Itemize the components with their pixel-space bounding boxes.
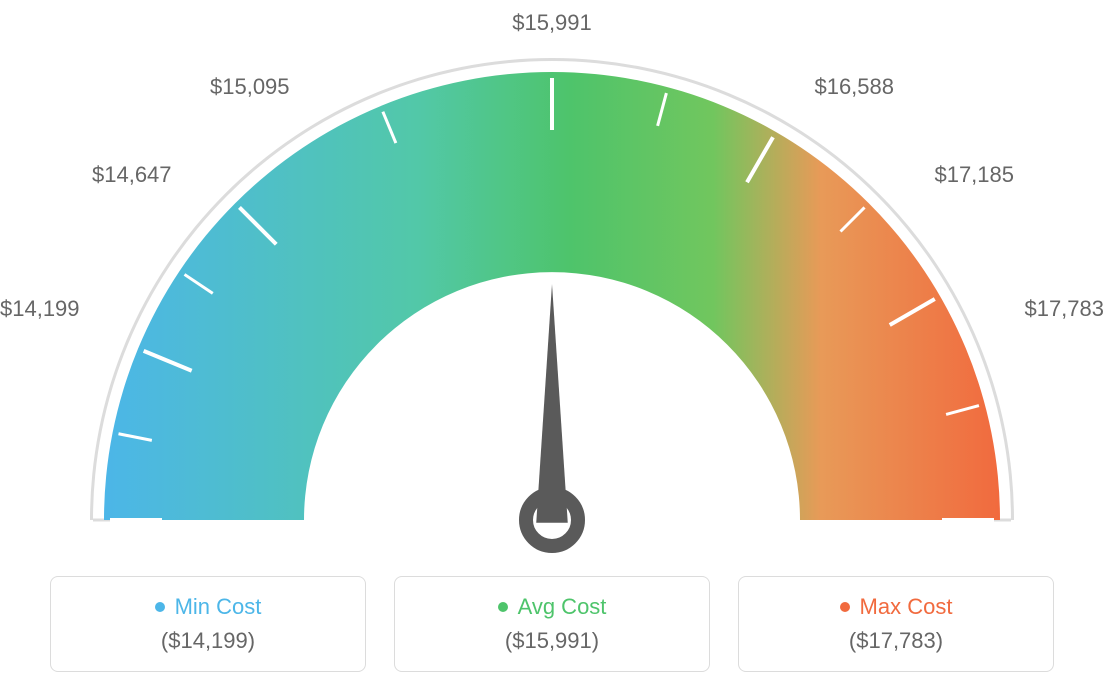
gauge-tick-label: $14,199 (0, 296, 80, 322)
legend-value-max: ($17,783) (849, 628, 943, 654)
legend-row: Min Cost ($14,199) Avg Cost ($15,991) Ma… (50, 576, 1054, 672)
legend-label-max: Max Cost (860, 594, 953, 620)
legend-box-max: Max Cost ($17,783) (738, 576, 1054, 672)
gauge-tick-label: $17,783 (1024, 296, 1104, 322)
gauge-svg (0, 0, 1104, 566)
legend-label-avg: Avg Cost (518, 594, 607, 620)
legend-value-avg: ($15,991) (505, 628, 599, 654)
gauge-tick-label: $15,095 (210, 74, 290, 100)
legend-box-avg: Avg Cost ($15,991) (394, 576, 710, 672)
legend-label-min: Min Cost (175, 594, 262, 620)
legend-dot-min (155, 602, 165, 612)
legend-value-min: ($14,199) (161, 628, 255, 654)
gauge-tick-label: $16,588 (814, 74, 894, 100)
gauge-tick-label: $14,647 (92, 162, 172, 188)
legend-box-min: Min Cost ($14,199) (50, 576, 366, 672)
legend-dot-max (840, 602, 850, 612)
cost-gauge-chart: $14,199 $14,647 $15,095 $15,991 $16,588 $17,1… (0, 0, 1104, 566)
gauge-tick-label: $17,185 (934, 162, 1014, 188)
gauge-needle (536, 284, 568, 523)
legend-dot-avg (498, 602, 508, 612)
gauge-tick-label: $15,991 (512, 10, 592, 36)
